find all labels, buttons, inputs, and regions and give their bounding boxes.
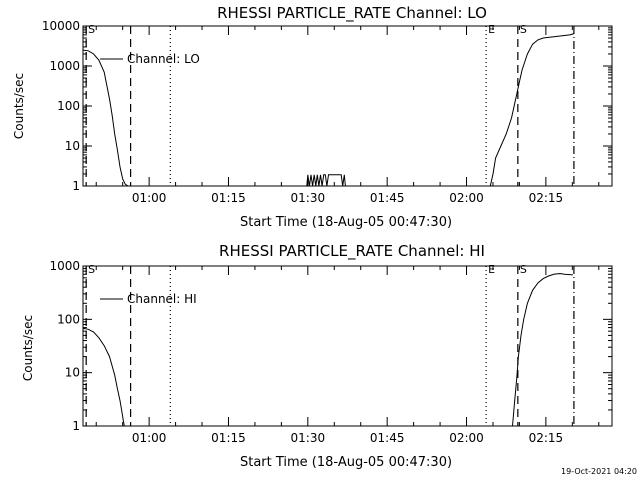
- y-tick-label: 10: [65, 366, 80, 380]
- panel-lo: RHESSI PARTICLE_RATE Channel: LO Start T…: [12, 4, 613, 230]
- legend-label: Channel: LO: [127, 52, 200, 66]
- event-marker-label: E: [488, 263, 495, 276]
- x-axis-label: Start Time (18-Aug-05 00:47:30): [240, 215, 452, 230]
- x-tick-label: 02:00: [449, 191, 484, 205]
- event-marker-label: S: [88, 23, 95, 36]
- x-axis-label: Start Time (18-Aug-05 00:47:30): [240, 455, 452, 470]
- plot-frame: [82, 265, 613, 427]
- y-tick-label: 100: [57, 99, 80, 113]
- data-series-line: [489, 33, 575, 187]
- x-tick-label: 02:00: [449, 431, 484, 445]
- x-tick-label: 01:45: [370, 431, 405, 445]
- y-axis-label: Counts/sec: [12, 73, 26, 139]
- event-marker-label: S: [520, 23, 527, 36]
- footer-timestamp: 19-Oct-2021 04:20: [561, 467, 637, 476]
- chart-title: RHESSI PARTICLE_RATE Channel: HI: [219, 242, 485, 261]
- y-tick-label: 1: [72, 179, 80, 193]
- plot-marks: 1 10 100 1000 10000 01:00 01:15 01:30 01:45 02:00…: [42, 19, 612, 205]
- x-tick-label: 01:30: [291, 191, 326, 205]
- event-marker-label: S: [520, 263, 527, 276]
- y-tick-label: 100: [57, 312, 80, 326]
- y-tick-label: 1: [72, 419, 80, 433]
- y-tick-label: 1000: [49, 259, 80, 273]
- data-series-line: [82, 327, 125, 427]
- data-series-line: [82, 49, 129, 187]
- x-tick-label: 01:15: [211, 431, 246, 445]
- legend-label: Channel: HI: [127, 292, 197, 306]
- data-series-line: [512, 273, 573, 427]
- x-tick-label: 02:15: [529, 191, 564, 205]
- x-tick-label: 02:15: [529, 431, 564, 445]
- x-tick-label: 01:45: [370, 191, 405, 205]
- y-axis-label: Counts/sec: [21, 315, 35, 381]
- x-tick-label: 01:15: [211, 191, 246, 205]
- event-marker-label: S: [88, 263, 95, 276]
- plot-marks: 1 10 100 1000 01:00 01:15 01:30 01:45 02:00 02:15…: [49, 259, 612, 445]
- x-tick-label: 01:30: [291, 431, 326, 445]
- chart-title: RHESSI PARTICLE_RATE Channel: LO: [217, 4, 487, 23]
- x-tick-label: 01:00: [132, 191, 167, 205]
- y-tick-label: 10000: [42, 19, 80, 33]
- y-tick-label: 10: [65, 139, 80, 153]
- data-series-line: [306, 174, 346, 187]
- panel-hi: RHESSI PARTICLE_RATE Channel: HI Start T…: [21, 242, 613, 470]
- event-marker-label: E: [488, 23, 495, 36]
- x-tick-label: 01:00: [132, 431, 167, 445]
- y-tick-label: 1000: [49, 59, 80, 73]
